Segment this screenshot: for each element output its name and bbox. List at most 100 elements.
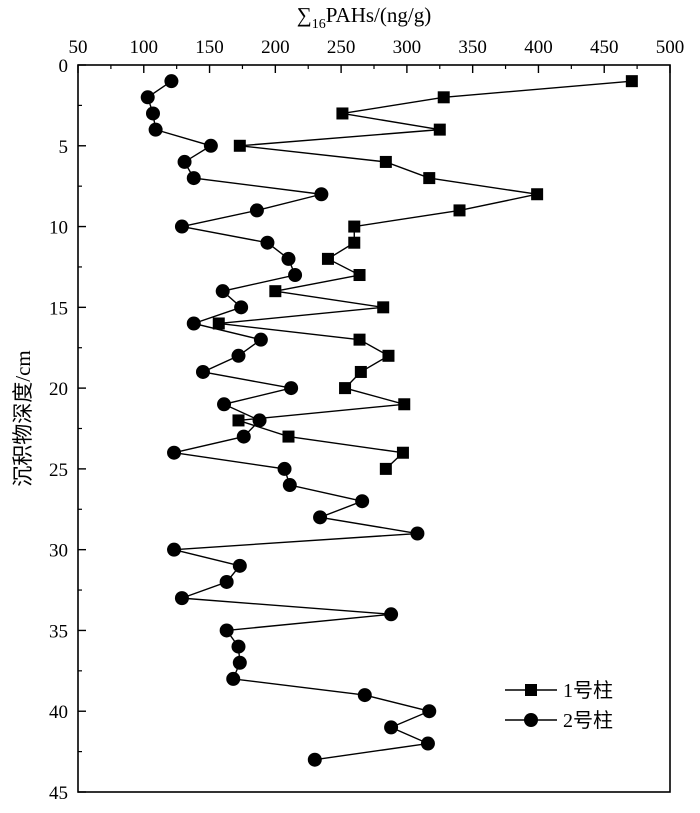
data-point-circle <box>203 138 218 153</box>
x-tick-label: 200 <box>261 37 290 58</box>
data-point-circle <box>231 639 246 654</box>
data-point-circle <box>164 74 179 89</box>
data-point-square <box>212 317 225 330</box>
x-tick-label: 500 <box>656 37 685 58</box>
x-tick-label: 450 <box>590 37 619 58</box>
data-point-square <box>433 123 446 136</box>
data-point-circle <box>281 251 296 266</box>
x-tick-label: 100 <box>130 37 159 58</box>
data-point-circle <box>167 542 182 557</box>
data-point-square <box>379 155 392 168</box>
data-point-circle <box>195 364 210 379</box>
data-point-square <box>531 188 544 201</box>
data-point-square <box>348 220 361 233</box>
data-point-circle <box>145 106 160 121</box>
data-point-circle <box>226 671 241 686</box>
data-point-square <box>377 301 390 314</box>
data-point-circle <box>307 752 322 767</box>
legend-item: 1号柱 <box>505 679 613 702</box>
data-point-square <box>423 172 436 185</box>
data-point-square <box>398 398 411 411</box>
data-point-circle <box>174 591 189 606</box>
data-point-circle <box>236 429 251 444</box>
y-axis-title: 沉积物深度/cm <box>11 350 35 487</box>
data-point-square <box>437 91 450 104</box>
data-point-circle <box>215 284 230 299</box>
x-tick-label: 400 <box>524 37 553 58</box>
data-point-circle <box>357 688 372 703</box>
data-point-circle <box>253 332 268 347</box>
data-point-square <box>233 139 246 152</box>
data-point-circle <box>167 445 182 460</box>
data-point-square <box>321 252 334 265</box>
legend-label: 1号柱 <box>563 679 613 702</box>
y-tick-label: 10 <box>49 218 68 239</box>
data-point-square <box>336 107 349 120</box>
legend-marker-circle <box>524 713 538 727</box>
y-tick-label: 45 <box>49 783 68 804</box>
data-point-circle <box>422 704 437 719</box>
axes-layer: 50 100 150 200 250 300 350 400 450 500 0 5 10 15 20 25 3… <box>11 3 684 804</box>
data-point-square <box>269 285 282 298</box>
x-tick-label: 50 <box>69 37 88 58</box>
y-tick-label: 40 <box>49 702 68 723</box>
data-point-square <box>353 333 366 346</box>
x-tick-label: 350 <box>458 37 487 58</box>
data-point-circle <box>284 381 299 396</box>
y-tick-label: 35 <box>49 621 68 642</box>
data-point-circle <box>140 90 155 105</box>
legend-label: 2号柱 <box>563 709 613 732</box>
data-point-circle <box>314 187 329 202</box>
series-2 <box>140 74 437 767</box>
data-point-circle <box>232 558 247 573</box>
legend-item: 2号柱 <box>505 709 613 732</box>
y-tick-label: 25 <box>49 460 68 481</box>
x-axis-title: ∑16PAHs/(ng/g) <box>297 3 431 32</box>
data-point-circle <box>313 510 328 525</box>
series-1 <box>212 75 638 475</box>
data-point-circle <box>277 461 292 476</box>
data-point-circle <box>252 413 267 428</box>
data-point-square <box>232 414 245 427</box>
y-tick-label: 20 <box>49 379 68 400</box>
x-tick-label: 250 <box>327 37 356 58</box>
data-point-circle <box>282 478 297 493</box>
data-point-circle <box>410 526 425 541</box>
data-point-circle <box>174 219 189 234</box>
data-point-square <box>339 382 352 395</box>
data-point-circle <box>232 655 247 670</box>
data-point-square <box>348 236 361 249</box>
y-tick-label: 30 <box>49 541 68 562</box>
data-point-circle <box>219 623 234 638</box>
data-point-square <box>396 446 409 459</box>
data-point-circle <box>420 736 435 751</box>
x-tick-label: 150 <box>195 37 224 58</box>
data-point-square <box>282 430 295 443</box>
data-point-circle <box>219 574 234 589</box>
data-point-circle <box>231 348 246 363</box>
data-point-square <box>382 349 395 362</box>
data-point-circle <box>234 300 249 315</box>
data-point-circle <box>355 494 370 509</box>
data-point-square <box>625 75 638 88</box>
legend-marker-square <box>525 684 537 696</box>
data-point-circle <box>186 171 201 186</box>
data-point-circle <box>177 154 192 169</box>
data-point-circle <box>186 316 201 331</box>
data-point-square <box>353 269 366 282</box>
data-point-circle <box>260 235 275 250</box>
data-point-circle <box>384 720 399 735</box>
data-point-square <box>354 365 367 378</box>
series-layer <box>140 74 638 767</box>
data-point-square <box>379 462 392 475</box>
x-tick-label: 300 <box>393 37 422 58</box>
data-point-circle <box>384 607 399 622</box>
data-point-circle <box>217 397 232 412</box>
y-tick-label: 0 <box>59 56 69 77</box>
data-point-circle <box>148 122 163 137</box>
data-point-square <box>453 204 466 217</box>
y-tick-label: 5 <box>59 137 69 158</box>
